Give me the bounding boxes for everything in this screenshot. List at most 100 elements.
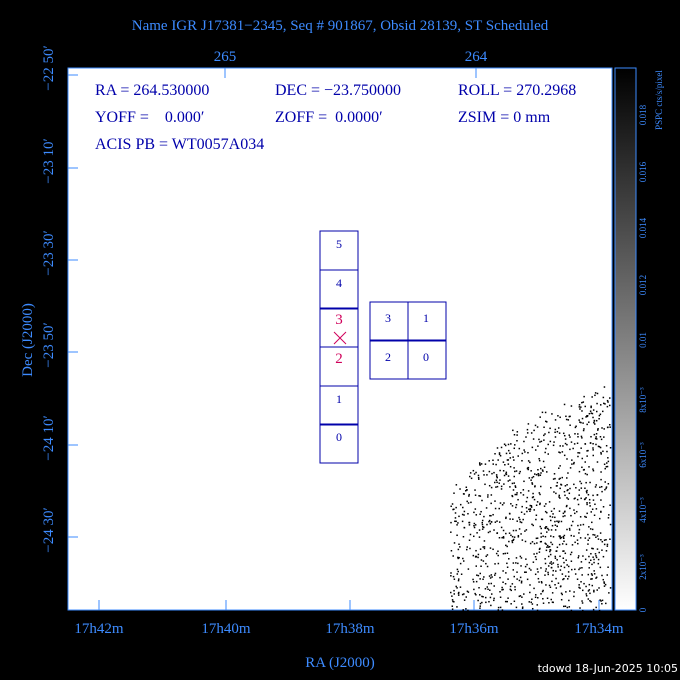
sky-dot xyxy=(503,483,505,485)
sky-dot xyxy=(599,566,602,569)
sky-dot xyxy=(483,526,485,529)
sky-dot xyxy=(537,474,540,477)
sky-dot xyxy=(588,537,591,539)
sky-dot xyxy=(563,577,565,580)
sky-dot xyxy=(454,520,456,523)
sky-dot xyxy=(468,493,470,496)
plot-frame xyxy=(67,67,613,611)
sky-dot xyxy=(551,543,554,546)
y-label: Dec (J2000) xyxy=(20,303,36,377)
sky-dot xyxy=(468,539,471,542)
sky-dot xyxy=(599,486,601,489)
sky-dot xyxy=(532,475,535,478)
sky-dot xyxy=(501,589,503,591)
sky-dot xyxy=(607,426,609,429)
sky-dot xyxy=(506,562,508,565)
sky-dot xyxy=(507,463,510,465)
sky-dot xyxy=(470,501,472,504)
sky-dot xyxy=(536,501,539,503)
title: Name IGR J17381−2345, Seq # 901867, Obsi… xyxy=(132,18,549,34)
sky-dot xyxy=(506,545,508,548)
sky-dot xyxy=(604,403,606,405)
sky-dot xyxy=(505,544,507,547)
sky-dot xyxy=(512,539,514,541)
sky-dot xyxy=(467,568,470,570)
sky-dot xyxy=(592,547,594,550)
sky-dot xyxy=(494,563,496,565)
sky-dot xyxy=(603,585,606,587)
sky-dot xyxy=(525,507,528,509)
sky-dot xyxy=(526,578,529,581)
sky-dot xyxy=(567,565,570,568)
sky-dot xyxy=(465,486,468,489)
sky-dot xyxy=(608,404,611,407)
sky-dot xyxy=(572,447,574,450)
sky-dot xyxy=(539,416,541,418)
sky-dot xyxy=(607,566,609,568)
chip-label: 3 xyxy=(335,312,343,328)
sky-dot xyxy=(581,466,583,469)
top-tick-label: 264 xyxy=(465,49,488,65)
sky-dot xyxy=(580,435,583,438)
sky-dot xyxy=(540,472,542,474)
sky-dot xyxy=(510,443,512,445)
sky-dot xyxy=(521,596,523,598)
sky-dot xyxy=(514,493,516,496)
sky-dot xyxy=(573,591,575,593)
sky-dot xyxy=(550,510,553,513)
sky-dot xyxy=(589,559,592,562)
sky-dot xyxy=(598,414,601,417)
sky-dot xyxy=(531,483,534,485)
sky-dot xyxy=(584,405,587,408)
sky-dot xyxy=(526,428,529,431)
sky-dot xyxy=(563,540,565,543)
sky-dot xyxy=(477,574,480,577)
sky-dot xyxy=(587,493,590,496)
sky-dot xyxy=(595,556,598,559)
sky-dot xyxy=(588,502,591,504)
sky-dot xyxy=(455,506,457,509)
sky-dot xyxy=(582,523,585,526)
sky-dot xyxy=(516,578,518,580)
sky-dot xyxy=(531,598,533,600)
sky-dot xyxy=(509,513,511,515)
sky-dot xyxy=(507,475,510,477)
sky-dot xyxy=(607,457,609,459)
sky-dot xyxy=(451,503,454,505)
colorbar-tick-label: 8x10⁻³ xyxy=(638,387,648,413)
sky-dot xyxy=(530,470,532,472)
sky-dot xyxy=(596,461,599,463)
sky-dot xyxy=(455,484,458,486)
sky-dot xyxy=(536,552,538,555)
sky-dot xyxy=(473,522,476,525)
sky-dot xyxy=(527,490,530,492)
sky-dot xyxy=(495,486,497,488)
sky-dot xyxy=(515,470,518,472)
sky-dot xyxy=(574,512,576,515)
sky-dot xyxy=(516,440,518,442)
sky-dot xyxy=(548,501,551,503)
sky-dot xyxy=(493,599,495,602)
sky-dot xyxy=(480,559,483,561)
sky-dot xyxy=(603,386,606,388)
sky-dot xyxy=(499,576,501,579)
sky-dot xyxy=(587,543,589,545)
sky-dot xyxy=(539,441,541,443)
sky-dot xyxy=(532,492,534,495)
sky-dot xyxy=(457,579,460,582)
sky-dot xyxy=(590,412,593,414)
sky-dot xyxy=(538,457,540,460)
sky-dot xyxy=(557,582,560,584)
sky-dot xyxy=(578,528,581,531)
sky-dot xyxy=(570,524,573,527)
sky-dot xyxy=(570,551,573,554)
sky-dot xyxy=(480,463,483,465)
sky-dot xyxy=(579,587,581,589)
sky-dot xyxy=(606,465,609,468)
sky-dot xyxy=(473,473,476,475)
sky-dot xyxy=(456,587,458,589)
sky-dot xyxy=(518,516,520,519)
sky-dot xyxy=(478,536,481,538)
sky-dot xyxy=(571,544,574,546)
sky-dot xyxy=(573,595,575,598)
